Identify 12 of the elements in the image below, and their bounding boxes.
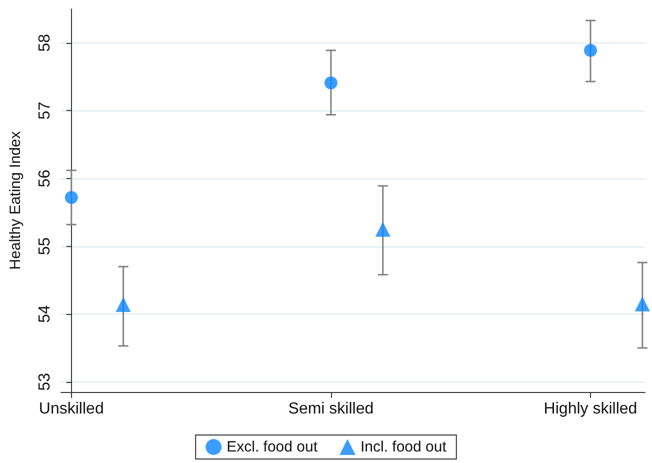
y-tick-label: 58 [36, 34, 54, 52]
x-tick-label: Highly skilled [544, 400, 638, 418]
legend-label: Excl. food out [226, 438, 318, 456]
x-tick-label: Semi skilled [288, 400, 374, 418]
y-tick-label: 55 [36, 237, 54, 256]
y-axis-title: Healthy Eating Index [7, 130, 24, 270]
y-tick-label: 54 [36, 305, 54, 323]
legend-label: Incl. food out [360, 438, 448, 456]
y-tick-label: 56 [36, 169, 54, 188]
y-tick-label: 53 [36, 372, 54, 391]
y-tick-label: 57 [36, 102, 54, 120]
x-tick-label: Unskilled [38, 400, 104, 418]
